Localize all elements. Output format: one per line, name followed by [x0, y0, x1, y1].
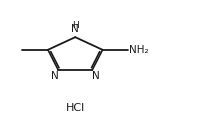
Text: NH₂: NH₂	[129, 45, 149, 55]
Text: N: N	[51, 71, 59, 81]
Text: N: N	[92, 71, 100, 81]
Text: N: N	[71, 24, 79, 34]
Text: H: H	[72, 21, 79, 30]
Text: HCl: HCl	[66, 103, 85, 113]
